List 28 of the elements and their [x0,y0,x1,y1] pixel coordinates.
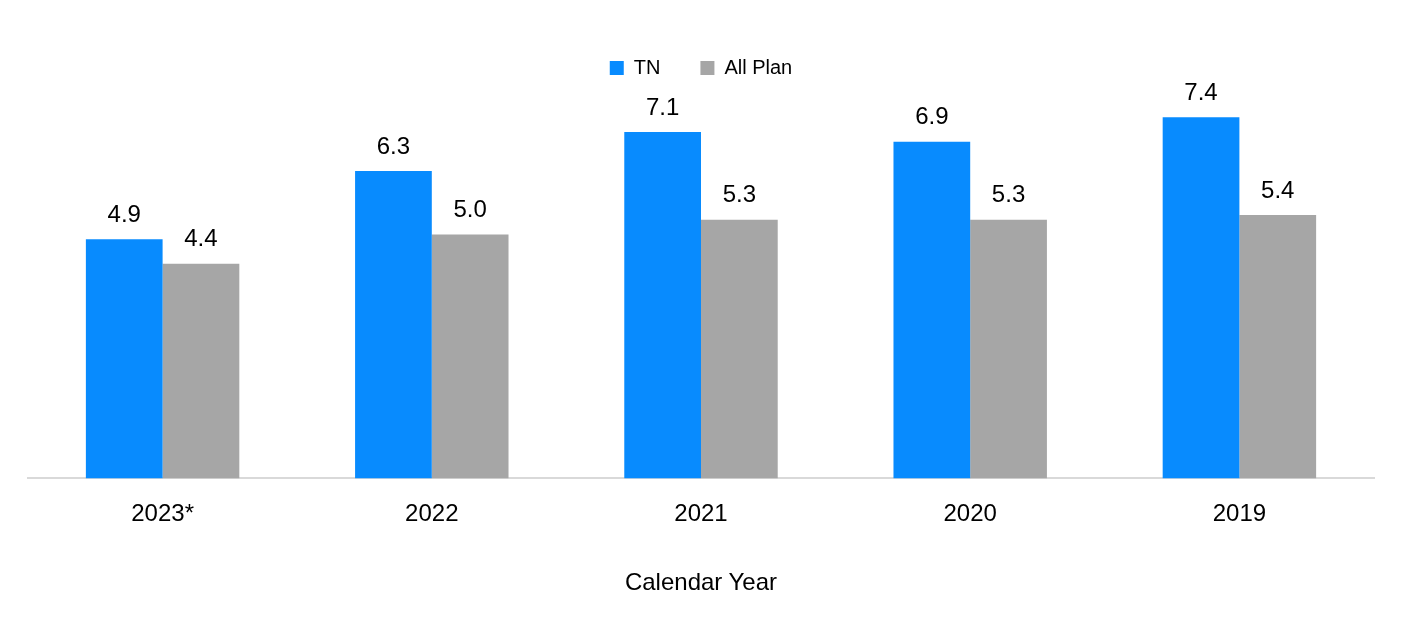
data-label: 5.0 [453,195,487,223]
data-label: 5.4 [1261,175,1295,203]
legend-label: All Plan [724,55,793,78]
data-label: 4.4 [184,224,218,252]
x-tick-label: 2020 [943,499,997,527]
data-label: 7.4 [1184,77,1218,105]
data-label: 4.9 [107,199,141,227]
legend-label: TN [633,55,661,78]
data-label: 5.3 [991,180,1026,208]
bar [970,219,1047,479]
bar [893,141,971,479]
x-tick-label: 2021 [674,499,728,527]
bar [431,234,509,479]
data-label: 5.3 [722,180,757,208]
bar [1162,117,1240,479]
data-label: 7.1 [645,92,680,120]
bar [624,131,701,479]
bar [162,263,240,479]
bar [355,170,432,479]
x-axis-title: Calendar Year [624,568,778,596]
data-label: 6.9 [915,102,949,130]
bar [85,239,163,479]
data-label: 6.3 [376,131,411,159]
bar [701,219,778,479]
bar [1239,214,1317,479]
x-tick-label: 2019 [1212,499,1267,527]
x-tick-label: 2023* [131,499,194,527]
x-tick-label: 2022 [405,499,459,527]
